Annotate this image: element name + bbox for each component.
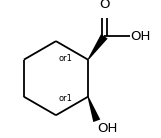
Polygon shape (87, 96, 100, 122)
Text: OH: OH (98, 121, 118, 135)
Text: or1: or1 (58, 54, 72, 63)
Text: or1: or1 (58, 94, 72, 103)
Polygon shape (88, 34, 108, 60)
Text: O: O (99, 0, 110, 11)
Text: OH: OH (131, 30, 151, 43)
